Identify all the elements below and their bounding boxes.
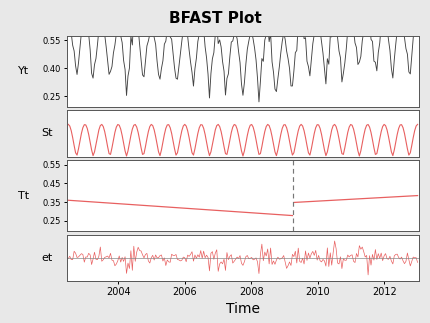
Y-axis label: St: St (41, 128, 53, 138)
Y-axis label: et: et (42, 253, 53, 263)
X-axis label: Time: Time (226, 302, 260, 316)
Y-axis label: Tt: Tt (18, 191, 29, 201)
Text: BFAST Plot: BFAST Plot (169, 11, 261, 26)
Y-axis label: Yt: Yt (18, 66, 29, 76)
